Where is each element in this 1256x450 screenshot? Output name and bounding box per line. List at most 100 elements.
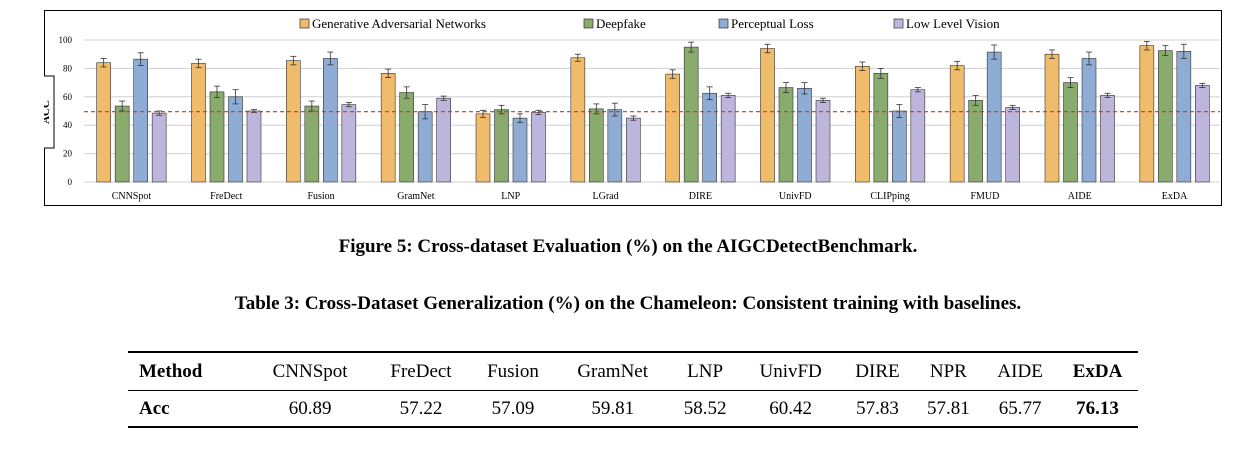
y-tick-label: 80	[63, 63, 73, 73]
bar	[607, 109, 623, 183]
legend-swatch	[583, 18, 594, 29]
table-header-row: Method CNNSpot FreDect Fusion GramNet LN…	[128, 351, 1138, 391]
header-cell: LNP	[670, 351, 740, 391]
bar	[417, 111, 433, 183]
y-axis-label: ACC	[44, 100, 52, 124]
bar	[760, 48, 775, 183]
table-data-row: Acc 60.89 57.22 57.09 59.81 58.52 60.42 …	[128, 390, 1138, 428]
legend-label: Generative Adversarial Networks	[312, 16, 486, 31]
header-cell: DIRE	[841, 351, 914, 391]
x-tick-label: LNP	[501, 191, 520, 202]
x-tick-label: UnivFD	[779, 191, 812, 202]
table-cell: 59.81	[555, 390, 671, 428]
bar	[475, 113, 491, 183]
bar	[114, 105, 130, 183]
bar	[209, 91, 225, 183]
table-cell: 65.77	[983, 390, 1058, 428]
legend-swatch	[718, 18, 729, 29]
bar	[949, 65, 965, 183]
x-tick-label: Fusion	[307, 191, 334, 202]
header-cell: Fusion	[470, 351, 556, 391]
bar	[702, 92, 717, 183]
bar	[323, 58, 338, 183]
bar	[720, 95, 736, 183]
y-tick-label: 0	[68, 177, 73, 187]
header-cell-best: ExDA	[1057, 351, 1138, 391]
table-cell: 57.83	[841, 390, 914, 428]
bar	[286, 60, 301, 183]
bar	[304, 105, 320, 183]
x-tick-label: CNNSpot	[112, 191, 152, 202]
chart-svg: 0 20 40 60 80 100 ACC CNNSpot FreDect Fusion GramN…	[44, 10, 1222, 206]
bar	[228, 96, 243, 183]
x-tick-label: FreDect	[210, 191, 242, 202]
bar-chart: 0 20 40 60 80 100 ACC CNNSpot FreDect Fusion GramN…	[44, 10, 1222, 206]
table-caption: Table 3: Cross-Dataset Generalization (%…	[234, 293, 1022, 314]
bar	[626, 117, 641, 183]
bar	[797, 87, 812, 183]
legend-label: Deepfake	[596, 16, 646, 31]
x-tick-label: CLIPping	[870, 191, 909, 202]
table-cell: 57.81	[913, 390, 984, 428]
results-table: Method CNNSpot FreDect Fusion GramNet LN…	[128, 351, 1138, 428]
figure-caption: Figure 5: Cross-dataset Evaluation (%) o…	[338, 236, 918, 257]
bar	[815, 100, 831, 183]
y-tick-label: 60	[63, 92, 73, 102]
y-tick-label: 20	[63, 149, 73, 159]
bar	[1176, 51, 1192, 183]
header-cell: FreDect	[371, 351, 471, 391]
bar	[246, 110, 262, 183]
row-label-acc: Acc	[128, 390, 250, 428]
bar	[380, 73, 396, 183]
bar	[968, 100, 983, 183]
bar	[778, 87, 794, 183]
bar	[399, 92, 414, 183]
table-cell: 60.89	[249, 390, 372, 428]
y-tick-label: 100	[59, 35, 73, 45]
bar	[436, 97, 451, 183]
table-cell: 57.09	[470, 390, 556, 428]
bar	[873, 73, 889, 183]
legend-swatch	[893, 18, 904, 29]
bar	[1005, 107, 1020, 183]
y-axis-label-box	[44, 75, 55, 149]
bar	[1139, 45, 1155, 183]
header-cell: NPR	[913, 351, 984, 391]
header-cell-method: Method	[128, 351, 250, 391]
bar	[910, 89, 926, 183]
bar	[665, 73, 680, 183]
header-cell: UnivFD	[739, 351, 842, 391]
bar	[341, 104, 357, 183]
x-tick-label: FMUD	[970, 191, 999, 202]
x-tick-label: DIRE	[689, 191, 712, 202]
y-tick-label: 40	[63, 120, 73, 130]
bar	[512, 117, 528, 183]
bar	[1063, 82, 1078, 183]
bar	[133, 58, 148, 183]
header-cell: GramNet	[555, 351, 671, 391]
bar	[531, 112, 546, 183]
table-cell: 60.42	[739, 390, 842, 428]
bar	[589, 108, 604, 183]
bar	[494, 109, 509, 183]
bar	[1100, 95, 1115, 183]
x-tick-label: ExDA	[1162, 191, 1188, 202]
bar	[1195, 85, 1210, 183]
table-cell-best: 76.13	[1057, 390, 1138, 428]
bar	[855, 65, 870, 183]
table-cell: 57.22	[371, 390, 471, 428]
bar	[986, 51, 1002, 183]
bar	[151, 112, 167, 183]
bar	[1158, 50, 1173, 183]
bar	[892, 110, 907, 183]
bar	[1044, 53, 1060, 183]
legend-label: Low Level Vision	[906, 16, 1000, 31]
legend-label: Perceptual Loss	[731, 16, 814, 31]
header-cell: AIDE	[983, 351, 1058, 391]
bar	[191, 63, 206, 183]
legend-swatch	[299, 18, 310, 29]
bar	[1081, 58, 1097, 183]
bar	[96, 62, 111, 183]
table-cell: 58.52	[670, 390, 740, 428]
header-cell: CNNSpot	[249, 351, 372, 391]
